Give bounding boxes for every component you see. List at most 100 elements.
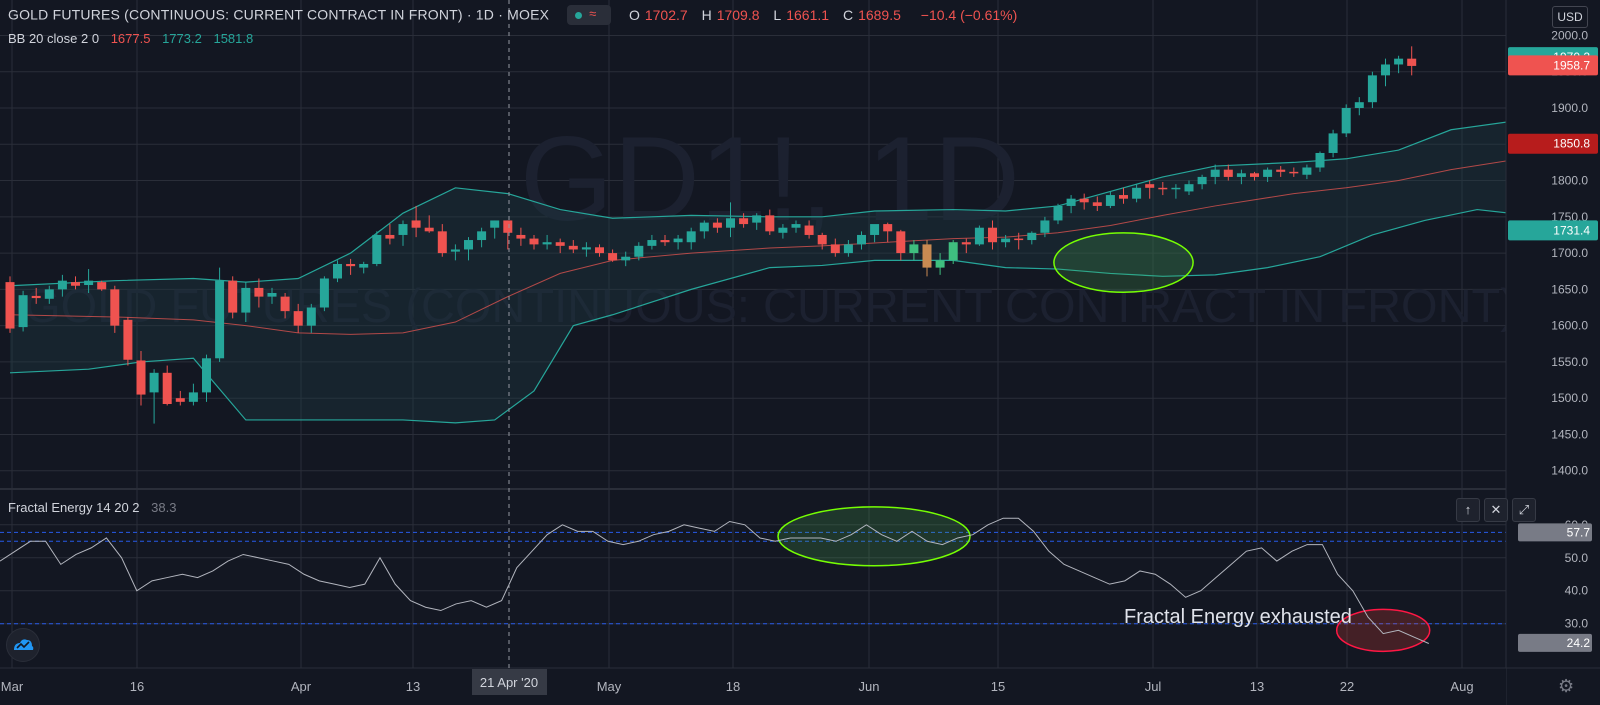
candle [1132,184,1142,203]
candle-body [84,280,94,286]
candle-body [961,242,971,245]
candle-body [464,240,473,250]
candle [293,303,303,333]
indicator-label-text: 24.2 [1567,636,1591,650]
candle-body [1367,75,1377,103]
candle-body [385,234,395,239]
maximize-pane-button[interactable]: ⤢ [1512,498,1536,522]
watermark-name: GOLD FUTURES (CONTINUOUS: CURRENT CONTRA… [24,279,1516,332]
candle-body [1158,187,1168,190]
candle [1014,232,1024,250]
candle [424,215,434,233]
tradingview-logo[interactable] [6,628,40,662]
move-pane-up-button[interactable]: ↑ [1456,498,1480,522]
status-pill[interactable]: ≈ [567,5,612,25]
candle [1079,193,1089,210]
candle-body [306,307,316,326]
candle-body [1105,195,1115,206]
candle-body [1289,171,1299,174]
candle [935,253,945,275]
price-tick-label: 1450.0 [1551,427,1588,441]
candle-body [1197,176,1207,185]
currency-button[interactable]: USD [1552,6,1588,28]
candle [228,276,238,319]
candle-body [162,372,172,404]
candle [346,258,356,275]
candle-body [935,260,945,268]
candle-body [1132,187,1142,199]
candle [398,220,408,246]
candle [595,244,604,257]
candle-body [608,253,618,261]
price-tick-label: 1400.0 [1551,464,1588,478]
candle [817,232,827,250]
candle [948,240,958,264]
bb-lower-line [9,208,1600,424]
time-tick-label: 18 [726,679,740,694]
close-pane-button[interactable]: ✕ [1484,498,1508,522]
candle-body [1014,238,1024,241]
indicator-tick-label: 30.0 [1565,617,1589,631]
candle [372,231,382,267]
candle [149,369,159,424]
candle [188,383,198,406]
bb-basis-value: 1677.5 [110,31,151,46]
price-scale-bg [1506,0,1600,705]
candle-body [1119,195,1128,199]
candle [896,229,906,261]
price-tick-label: 1600.0 [1551,319,1588,333]
price-label-badge [1508,133,1598,154]
candle-body [372,234,382,264]
candle-body [660,240,670,243]
candle-body [175,398,185,402]
candle [608,249,618,262]
candle-body [437,231,447,254]
bb-upper-value: 1773.2 [162,31,202,46]
candle-body [1184,184,1194,192]
candle [162,365,172,406]
candle-body [293,311,303,326]
candle [254,278,264,308]
symbol-title[interactable]: GOLD FUTURES (CONTINUOUS: CURRENT CONTRA… [8,6,550,23]
pane-buttons: ↑ ✕ ⤢ [1456,498,1536,522]
candle [319,276,329,312]
candle [18,290,28,332]
candle [739,213,749,228]
candle [974,225,984,246]
candle [712,218,722,233]
candle-body [346,263,356,267]
price-tick-label: 1800.0 [1551,174,1588,188]
candle-body [922,244,932,268]
candle-body [686,231,696,243]
candle-body [1407,58,1417,66]
candle [385,224,395,245]
candle-body [974,227,984,245]
candle-body [568,245,578,250]
candle-body [18,295,28,328]
candle-body [765,215,775,232]
candle-body [870,224,880,235]
candle [1001,234,1011,248]
candles[interactable] [5,46,1417,424]
cloud-icon [14,639,34,650]
wave-icon: ≈ [589,6,597,21]
candle [791,220,801,233]
candle-body [202,358,211,393]
candle [477,227,487,248]
candle [568,240,578,254]
indicator-legend[interactable]: Fractal Energy 14 20 2 38.3 [8,500,176,515]
candle-body [1276,169,1286,172]
bb-fill [10,118,1600,423]
bb-legend[interactable]: BB 20 close 2 0 1677.5 1773.2 1581.8 [8,31,253,46]
candle-body [542,242,552,245]
time-tick-label: Jul [1145,679,1162,694]
indicator-pane[interactable] [0,506,1506,653]
price-tick-label: 1500.0 [1551,391,1588,405]
highlights [1053,232,1194,293]
candle-body [136,360,146,395]
candle-body [621,256,631,261]
candle-body [948,242,958,261]
gear-icon[interactable]: ⚙ [1558,676,1575,696]
price-tick-label: 1550.0 [1551,355,1588,369]
